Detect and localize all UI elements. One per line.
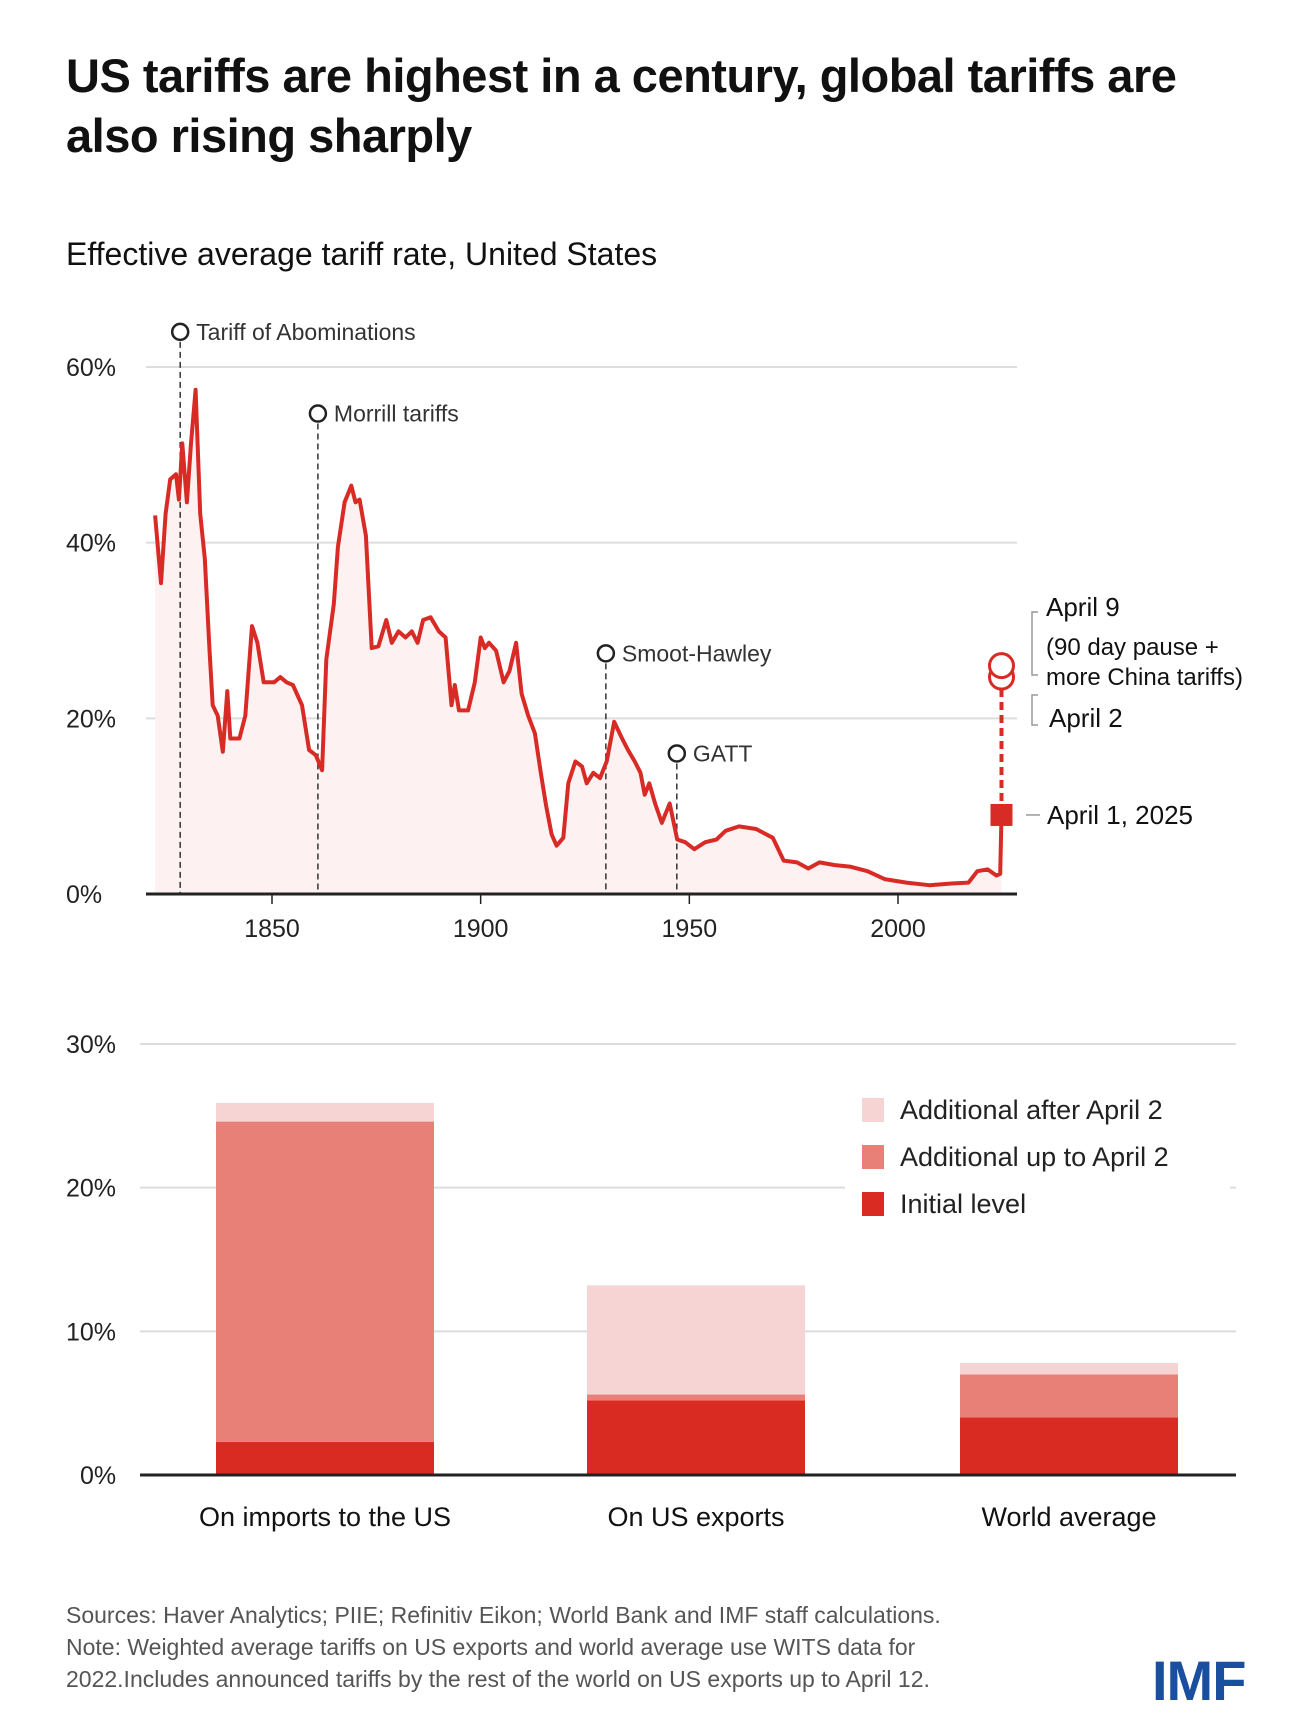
bar-segment	[960, 1374, 1178, 1418]
legend-swatch	[862, 1145, 884, 1169]
chart-subtitle: Effective average tariff rate, United St…	[66, 236, 658, 272]
april2-label: April 2	[1049, 703, 1123, 733]
bar-segment	[587, 1394, 805, 1401]
note-text-2: 2022.Includes announced tariffs by the r…	[66, 1666, 930, 1692]
tariff-line	[153, 387, 1004, 888]
x-tick-label: 1900	[453, 915, 509, 943]
legend-swatch	[862, 1192, 884, 1216]
annotation-label: Morrill tariffs	[334, 401, 459, 427]
page-title: US tariffs are highest in a century, glo…	[66, 49, 1177, 162]
bar-segment	[960, 1417, 1178, 1475]
bar-segment	[216, 1441, 434, 1475]
april9-sublabel: more China tariffs)	[1046, 664, 1243, 691]
x-tick-label: 2000	[870, 915, 926, 943]
bar-segment	[587, 1285, 805, 1395]
note-text-1: Note: Weighted average tariffs on US exp…	[66, 1634, 916, 1660]
y-tick-label: 10%	[66, 1318, 116, 1346]
bar-segment	[960, 1362, 1178, 1375]
april2-bracket	[1031, 694, 1038, 726]
april9-label: April 9	[1046, 592, 1120, 622]
annotation-label: Tariff of Abominations	[196, 319, 415, 345]
legend-background	[845, 1078, 1230, 1228]
y-tick-label: 0%	[80, 1462, 116, 1490]
y-tick-label: 30%	[66, 1031, 116, 1059]
category-label: On imports to the US	[199, 1502, 451, 1532]
y-tick-label: 20%	[66, 1175, 116, 1203]
annotation-marker	[596, 644, 616, 663]
area-fill	[155, 389, 1002, 894]
annotation-marker	[667, 744, 687, 763]
april9-sublabel: (90 day pause +	[1046, 634, 1219, 661]
y-tick-label: 60%	[66, 354, 116, 382]
annotation-label: Smoot-Hawley	[622, 640, 772, 666]
imf-logo: IMF	[1152, 1649, 1246, 1712]
legend-label: Initial level	[900, 1189, 1026, 1219]
y-tick-label: 40%	[66, 530, 116, 558]
april1-label: April 1, 2025	[1047, 800, 1193, 830]
legend-swatch	[862, 1098, 884, 1122]
x-tick-label: 1850	[244, 915, 300, 943]
x-tick-label: 1950	[662, 915, 718, 943]
april9-circle-marker	[987, 652, 1015, 680]
category-label: World average	[981, 1502, 1156, 1532]
annotation-marker	[170, 322, 190, 342]
category-label: On US exports	[607, 1502, 784, 1532]
bar-segment	[587, 1400, 805, 1475]
y-tick-label: 0%	[66, 881, 102, 909]
legend-label: Additional after April 2	[900, 1095, 1163, 1125]
sources-text: Sources: Haver Analytics; PIIE; Refiniti…	[66, 1602, 941, 1628]
legend-label: Additional up to April 2	[900, 1142, 1169, 1172]
april1-square-marker	[990, 803, 1013, 826]
y-tick-label: 20%	[66, 705, 116, 733]
annotation-label: GATT	[693, 740, 753, 766]
annotation-marker	[308, 404, 328, 423]
bar-segment	[216, 1102, 434, 1122]
april9-bracket	[1031, 611, 1038, 676]
bar-segment	[216, 1121, 434, 1442]
